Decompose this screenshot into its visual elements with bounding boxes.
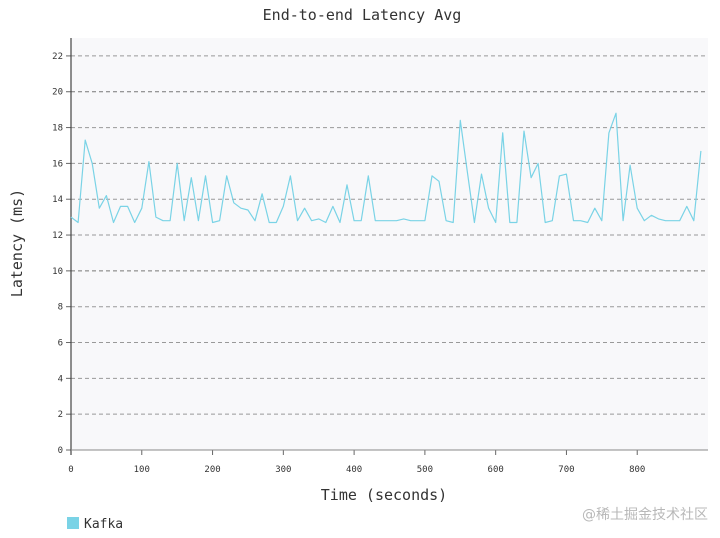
legend-label-kafka: Kafka	[84, 517, 123, 532]
legend-swatch-kafka	[67, 517, 79, 529]
x-tick-label: 100	[134, 465, 150, 475]
x-tick-label: 700	[558, 465, 574, 475]
x-tick-label: 500	[417, 465, 433, 475]
x-axis-label: Time (seconds)	[321, 486, 447, 504]
y-tick-label: 14	[52, 195, 63, 205]
chart-title: End-to-end Latency Avg	[263, 6, 462, 24]
legend: Kafka	[67, 517, 123, 532]
y-tick-label: 10	[52, 267, 63, 277]
y-tick-label: 2	[58, 410, 63, 420]
y-tick-label: 18	[52, 124, 63, 134]
y-tick-label: 16	[52, 159, 63, 169]
series-line-kafka	[70, 112, 702, 224]
x-tick-label: 400	[346, 465, 362, 475]
y-tick-label: 0	[58, 446, 63, 456]
plot-area	[71, 38, 708, 450]
x-tick-label: 600	[488, 465, 504, 475]
x-tick-label: 300	[275, 465, 291, 475]
x-tick-label: 800	[629, 465, 645, 475]
y-axis-label: Latency (ms)	[8, 189, 26, 297]
y-tick-label: 4	[58, 374, 63, 384]
y-tick-label: 20	[52, 88, 63, 98]
y-tick-label: 8	[58, 303, 63, 313]
y-tick-label: 12	[52, 231, 63, 241]
y-tick-label: 6	[58, 339, 63, 349]
x-tick-label: 0	[68, 465, 73, 475]
x-tick-label: 200	[204, 465, 220, 475]
y-tick-label: 22	[52, 52, 63, 62]
watermark: @稀土掘金技术社区	[582, 507, 708, 523]
